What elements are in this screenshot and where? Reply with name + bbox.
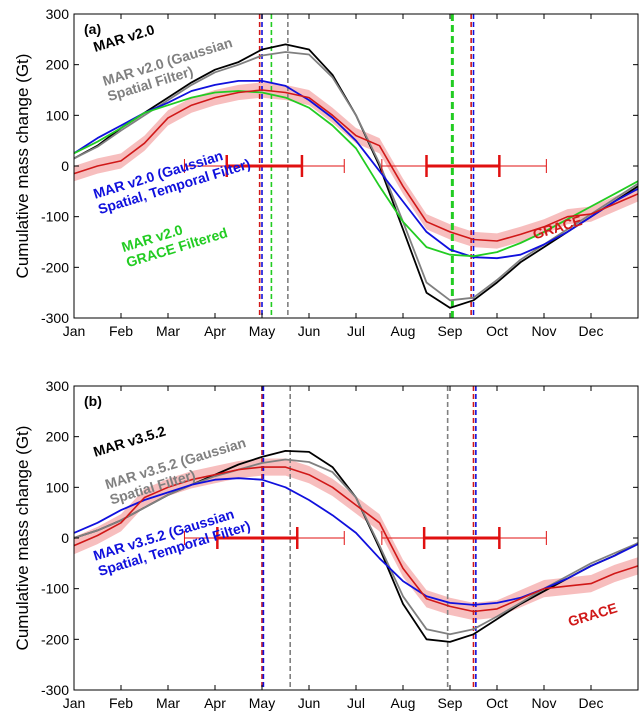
y-tick-label: -100 [41,209,69,225]
series-line-red [73,89,639,242]
y-tick-label: 0 [61,530,69,546]
series-line-blue [73,80,639,260]
y-tick-label: -200 [41,259,69,275]
annotation-b-grace: GRACE [566,599,619,629]
y-tick-label: 300 [46,378,70,394]
x-tick-label-oct: Oct [486,323,508,339]
x-tick-label-oct: Oct [486,695,508,711]
annotation-line: MAR v3.5.2 [91,423,167,460]
y-tick-label: -200 [41,631,69,647]
y-tick-label: 200 [46,429,70,445]
x-tick-label-may: May [249,323,275,339]
annotation-line: GRACE [566,599,619,629]
x-tick-label-nov: Nov [532,323,557,339]
x-tick-label-aug: Aug [391,323,416,339]
panel-label: (a) [84,21,101,37]
x-tick-label-nov: Nov [532,695,557,711]
y-tick-label: -300 [41,310,69,326]
panel-b: -300 -200 -100 0 100 200 300 Jan Feb Mar Apr May Jun… [13,378,639,711]
x-tick-label-dec: Dec [579,695,604,711]
x-tick-label-apr: Apr [204,323,226,339]
series-line-red [73,466,639,613]
x-tick-label-sep: Sep [438,695,463,711]
x-tick-label-may: May [249,695,275,711]
panel-label: (b) [84,393,102,409]
x-tick-label-jan: Jan [63,323,86,339]
x-tick-label-jul: Jul [347,323,365,339]
x-tick-label-jan: Jan [63,695,86,711]
x-tick-label-mar: Mar [156,695,180,711]
x-tick-label-apr: Apr [204,695,226,711]
annotation-b-mar: MAR v3.5.2 [91,423,167,460]
x-tick-label-sep: Sep [438,323,463,339]
y-tick-label: 100 [46,479,70,495]
y-tick-label: -300 [41,682,69,698]
y-axis-label: Cumulative mass change (Gt) [13,426,32,651]
y-tick-label: -100 [41,581,69,597]
x-tick-label-jul: Jul [347,695,365,711]
x-tick-label-dec: Dec [579,323,604,339]
y-axis-label: Cumulative mass change (Gt) [13,54,32,279]
y-tick-label: 200 [46,57,70,73]
series-line-green [73,90,639,258]
x-tick-label-jun: Jun [298,323,321,339]
annotation-a-green: MAR v2.0GRACE Filtered [120,209,230,270]
panel-a: -300 -200 -100 0 100 200 300 Jan Feb Mar Apr May Jun… [13,6,639,339]
x-tick-label-aug: Aug [391,695,416,711]
y-tick-label: 0 [61,158,69,174]
annotation-a-temp: MAR v2.0 (GaussianSpatial, Temporal Filt… [91,140,252,217]
y-tick-label: 300 [46,6,70,22]
x-tick-label-mar: Mar [156,323,180,339]
x-tick-label-jun: Jun [298,695,321,711]
x-tick-label-feb: Feb [109,323,133,339]
y-tick-label: 100 [46,107,70,123]
x-tick-label-feb: Feb [109,695,133,711]
